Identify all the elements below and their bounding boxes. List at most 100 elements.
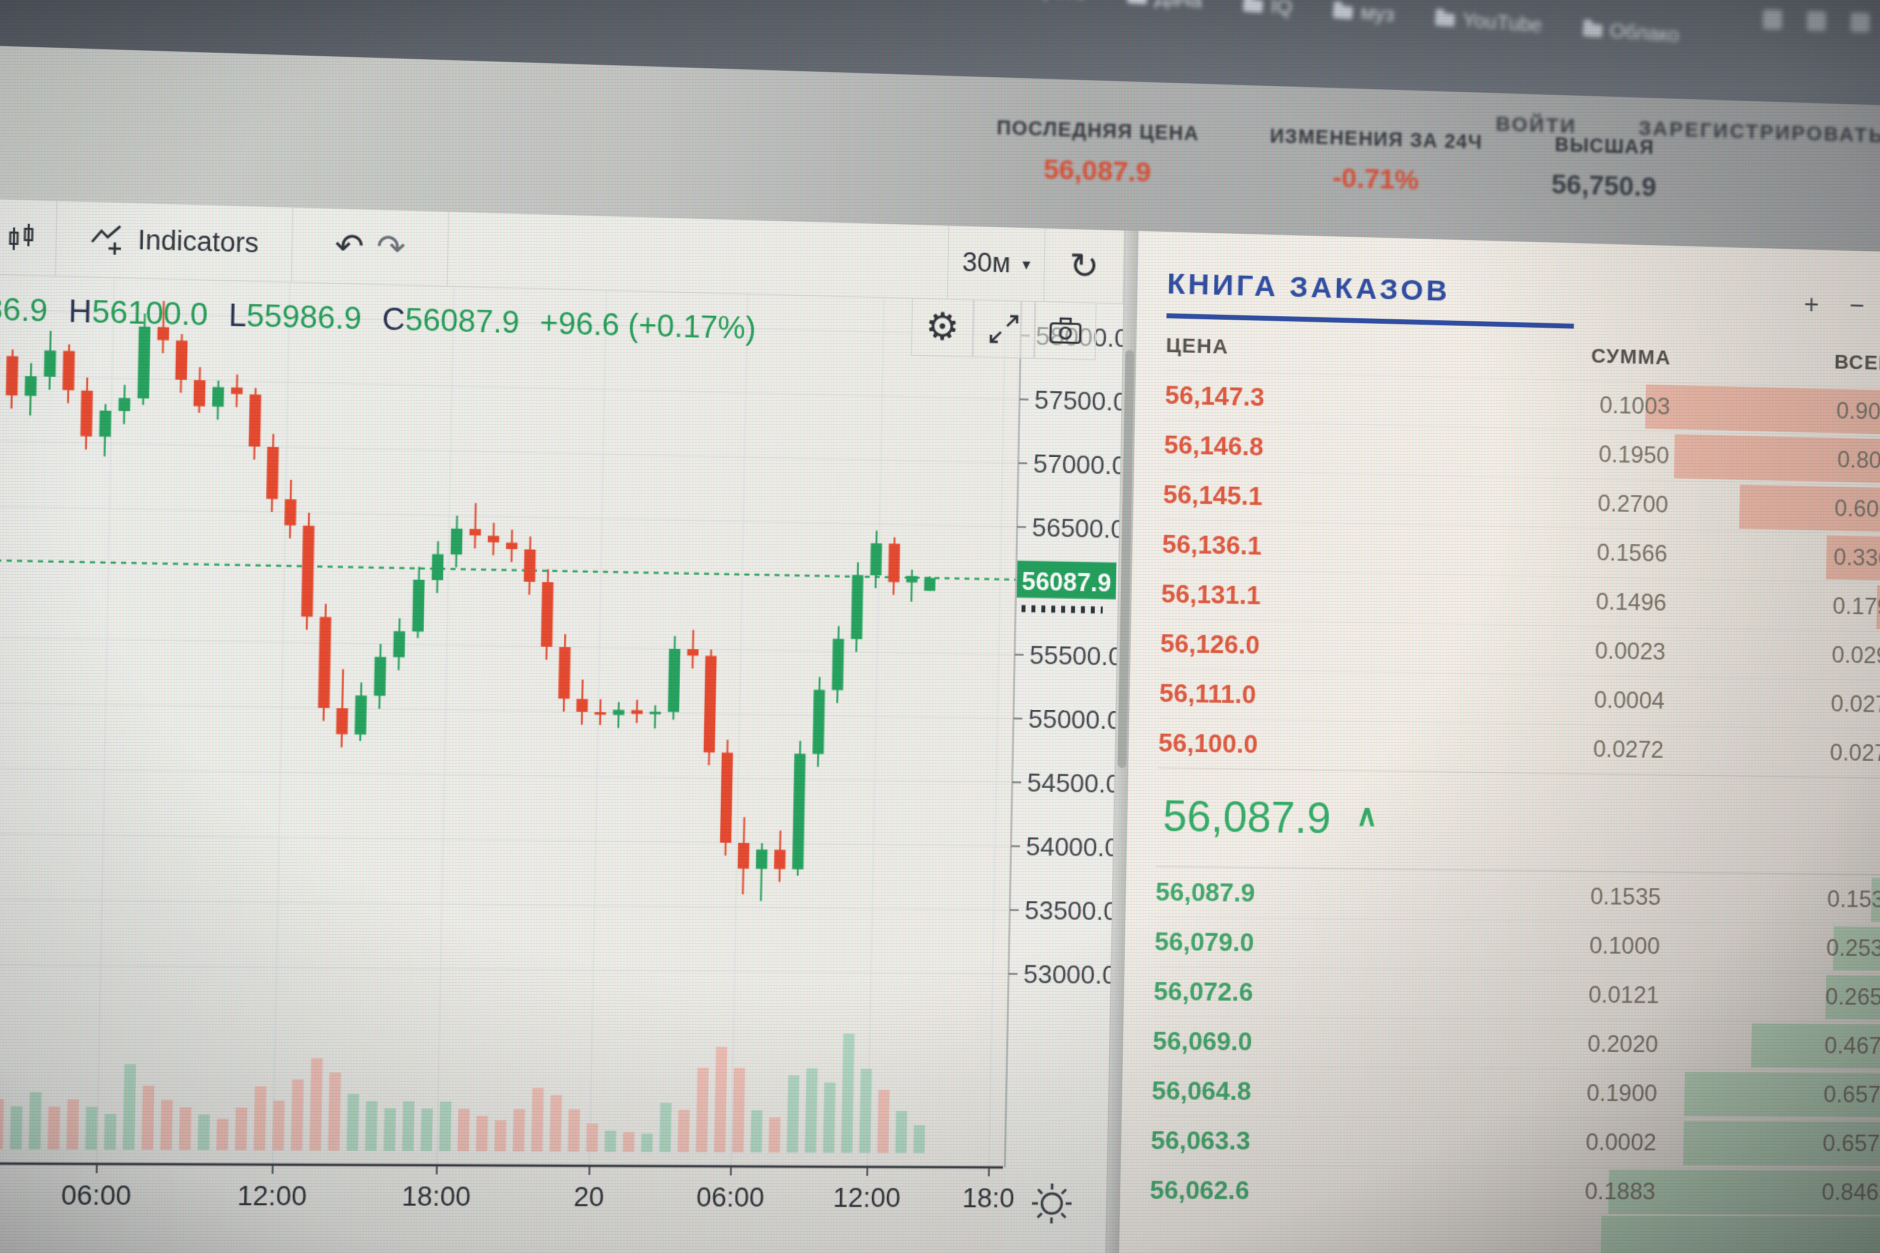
bookmark-item[interactable]: Облако bbox=[1582, 17, 1680, 47]
register-link[interactable]: ЗАРЕГИСТРИРОВАТЬСЯ bbox=[1638, 117, 1880, 149]
volume-bar bbox=[160, 1099, 173, 1150]
candle-body bbox=[412, 579, 425, 632]
bid-row[interactable]: 56,079.0 0.1000 0.2535 bbox=[1154, 916, 1880, 973]
bid-row[interactable]: 56,069.0 0.2020 0.4677 bbox=[1152, 1015, 1880, 1071]
ask-row[interactable]: 56,100.0 0.0272 0.0272 bbox=[1157, 717, 1880, 778]
volume-bar bbox=[309, 1058, 323, 1151]
x-tick-label: 06:00 bbox=[696, 1182, 765, 1213]
price-axis-background[interactable] bbox=[1001, 301, 1124, 1253]
bookmark-item[interactable]: муз bbox=[1332, 0, 1396, 27]
volume-bar bbox=[786, 1075, 800, 1153]
candle-body bbox=[469, 528, 481, 536]
x-tick-label: 18:00 bbox=[401, 1181, 471, 1212]
volume-bar bbox=[841, 1033, 855, 1153]
bookmark-label: IQ bbox=[1270, 0, 1294, 20]
bookmark-label: муз bbox=[1360, 1, 1396, 27]
legend-low: L55986.9 bbox=[228, 297, 363, 337]
refresh-icon: ↻ bbox=[1068, 244, 1100, 287]
indicators-button[interactable]: Indicators bbox=[55, 201, 294, 282]
folder-icon bbox=[1242, 0, 1264, 13]
v-gridline bbox=[989, 301, 1006, 1167]
browser-icon[interactable] bbox=[1762, 9, 1783, 30]
chart-canvas[interactable]: 58000.057500.057000.056500.055500.055000… bbox=[0, 274, 1123, 1253]
h-gridline bbox=[0, 440, 1016, 463]
h-gridline bbox=[0, 768, 1010, 783]
bid-row[interactable]: 56,063.3 0.0002 0.6579 bbox=[1150, 1115, 1880, 1168]
candle-body bbox=[118, 397, 131, 412]
order-amount: 0.1535 bbox=[1590, 883, 1662, 911]
chart-style-button[interactable] bbox=[0, 199, 58, 276]
order-total: 0.6579 bbox=[1822, 1130, 1880, 1157]
order-price: 56,100.0 bbox=[1158, 727, 1259, 759]
bookmark-item[interactable]: Дача bbox=[1126, 0, 1203, 13]
last-price-tag[interactable] bbox=[1016, 560, 1117, 600]
volume-bar bbox=[216, 1118, 229, 1151]
time-axis-line[interactable] bbox=[0, 1163, 1003, 1167]
order-price: 56,072.6 bbox=[1153, 976, 1254, 1007]
volume-bar bbox=[141, 1085, 155, 1150]
settings-button[interactable]: ⚙ bbox=[910, 298, 974, 357]
bid-row[interactable]: 56,087.9 0.1535 0.1535 bbox=[1155, 866, 1880, 925]
bookmark-item[interactable]: YouTube bbox=[1434, 7, 1543, 38]
redo-button[interactable]: ↷ bbox=[375, 227, 406, 267]
decrease-precision-button[interactable]: − bbox=[1849, 290, 1865, 321]
candle-body bbox=[193, 380, 206, 407]
chart-pane: ∨ bbox=[0, 197, 1125, 1253]
column-total: ВСЕГО bbox=[1834, 350, 1880, 376]
candle-body bbox=[284, 499, 297, 526]
volume-bar bbox=[327, 1072, 342, 1151]
snapshot-button[interactable] bbox=[1034, 301, 1097, 360]
candle-body bbox=[812, 689, 825, 755]
bookmark-item[interactable]: фото bbox=[1008, 0, 1086, 5]
toolbar-spacer bbox=[448, 212, 949, 299]
undo-button[interactable]: ↶ bbox=[334, 226, 365, 266]
candle-body bbox=[755, 849, 768, 869]
v-gridline bbox=[867, 298, 884, 1167]
interval-dropdown[interactable]: 30м ▾ bbox=[946, 225, 1046, 302]
bid-row[interactable]: 56,072.6 0.0121 0.2657 bbox=[1153, 966, 1880, 1022]
candle-body bbox=[612, 709, 625, 716]
bid-row[interactable]: 56,064.8 0.1900 0.6577 bbox=[1151, 1065, 1880, 1120]
increase-precision-button[interactable]: + bbox=[1803, 289, 1820, 320]
order-amount: 0.0023 bbox=[1594, 637, 1666, 666]
browser-icon[interactable] bbox=[1806, 10, 1827, 32]
bid-row[interactable]: 56,062.6 0.1883 0.8463 bbox=[1149, 1165, 1880, 1217]
fullscreen-button[interactable] bbox=[972, 300, 1036, 358]
y-tick-label: 53500.0 bbox=[1024, 895, 1118, 926]
order-price: 56,146.8 bbox=[1163, 429, 1264, 462]
order-price: 56,069.0 bbox=[1152, 1025, 1253, 1057]
x-tick-label: 06:00 bbox=[61, 1179, 132, 1211]
folder-icon bbox=[1126, 0, 1148, 5]
browser-icon[interactable] bbox=[1850, 12, 1870, 33]
candle-body bbox=[99, 410, 112, 437]
volume-bar bbox=[677, 1109, 690, 1153]
candle-body bbox=[336, 708, 349, 735]
volume-bar bbox=[0, 1099, 4, 1150]
order-amount: 0.0272 bbox=[1592, 735, 1664, 764]
volume-bar bbox=[420, 1108, 433, 1152]
volume-bar bbox=[695, 1067, 709, 1153]
candlestick-icon bbox=[5, 221, 39, 255]
order-amount: 0.0002 bbox=[1585, 1128, 1657, 1156]
candle-body bbox=[703, 655, 717, 753]
bookmark-item[interactable]: IQ bbox=[1242, 0, 1294, 20]
volume-bar bbox=[641, 1133, 653, 1152]
orderbook-depth-tail bbox=[1145, 1215, 1880, 1253]
order-price: 56,064.8 bbox=[1151, 1075, 1252, 1106]
volume-bar bbox=[512, 1108, 525, 1152]
volume-bar bbox=[178, 1107, 192, 1151]
volume-bar bbox=[346, 1093, 360, 1151]
legend-open: 5986.9 bbox=[0, 290, 49, 329]
orderbook-controls: + − ◆ bbox=[1803, 289, 1880, 321]
order-total: 0.2535 bbox=[1826, 934, 1880, 962]
x-tick-label: 20 bbox=[573, 1181, 604, 1212]
column-amount: СУММА bbox=[1590, 344, 1672, 370]
candle-body bbox=[792, 753, 806, 870]
candle-body bbox=[431, 554, 444, 581]
order-amount: 0.1883 bbox=[1584, 1178, 1656, 1205]
v-gridline bbox=[273, 283, 290, 1165]
refresh-button[interactable]: ↻ bbox=[1044, 228, 1125, 304]
h-gridline bbox=[0, 374, 1018, 399]
expand-arrows-icon bbox=[987, 312, 1021, 347]
